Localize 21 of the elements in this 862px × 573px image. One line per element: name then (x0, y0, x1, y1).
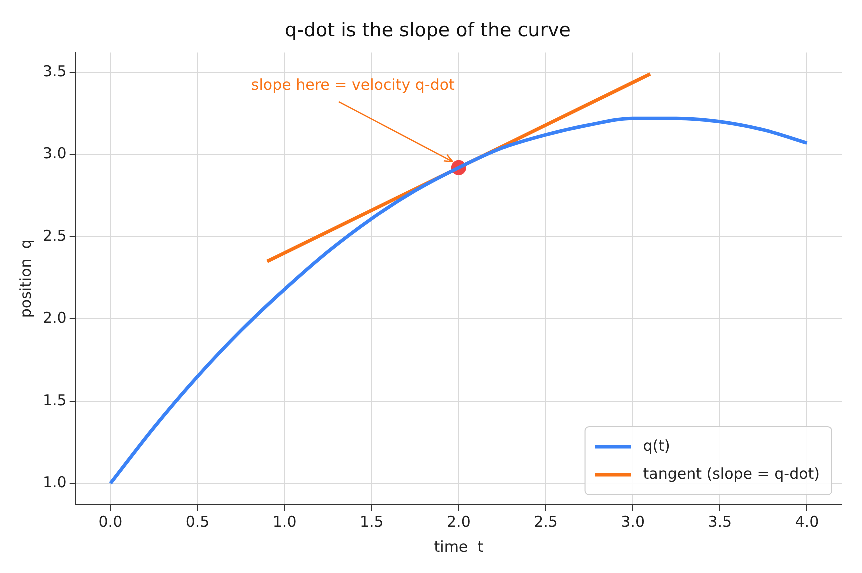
y-tick-label: 2.5 (42, 226, 67, 245)
y-tick-label: 2.0 (42, 309, 67, 328)
y-tick-label: 3.0 (42, 144, 67, 163)
x-axis-title: time t (434, 538, 484, 556)
x-tick-label: 1.5 (360, 512, 384, 531)
y-tick-label: 1.0 (42, 474, 67, 492)
x-tick-label: 2.0 (447, 512, 471, 531)
x-tick-label: 1.0 (272, 512, 297, 531)
legend-label: tangent (slope = q-dot) (643, 464, 820, 483)
x-tick-label: 0.5 (186, 512, 210, 531)
chart-title: q-dot is the slope of the curve (285, 19, 571, 42)
legend-label: q(t) (643, 436, 670, 455)
y-tick-label: 1.5 (42, 391, 67, 410)
x-tick-label: 3.0 (621, 512, 645, 531)
y-axis-title: position q (16, 240, 35, 318)
x-tick-label: 0.0 (98, 512, 123, 531)
x-tick-label: 3.5 (708, 512, 732, 531)
x-tick-label: 4.0 (795, 512, 820, 531)
y-tick-label: 3.5 (42, 62, 67, 80)
annotation: slope here = velocity q-dot (251, 76, 456, 94)
x-tick-label: 2.5 (534, 512, 558, 531)
